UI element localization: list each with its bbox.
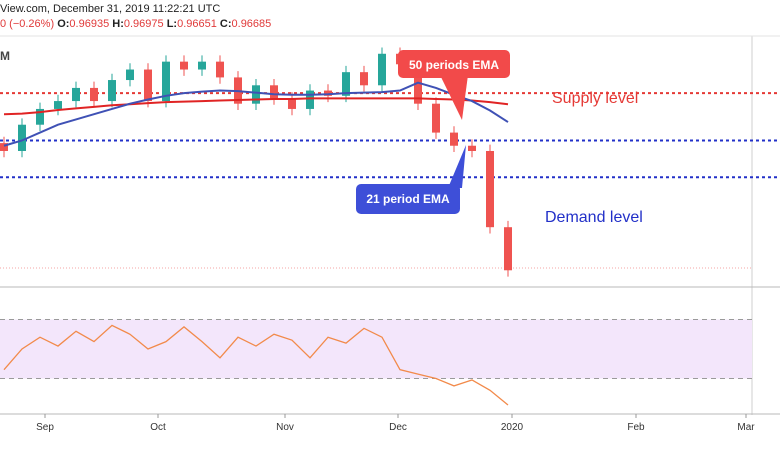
candle-body — [486, 150, 494, 228]
candle-body — [378, 53, 386, 86]
candle-body — [270, 85, 278, 99]
high-value: 0.96975 — [123, 18, 164, 30]
x-axis-label-dec: Dec — [389, 422, 407, 433]
candle-body — [90, 87, 98, 102]
ema21-callout-box — [356, 184, 460, 214]
timestamp: December 31, 2019 11:22:21 UTC — [53, 3, 221, 15]
x-axis-label-oct: Oct — [150, 422, 166, 433]
candle-body — [342, 72, 350, 96]
separator: , — [46, 3, 53, 15]
timeframe-label: M — [0, 49, 10, 63]
candle-body — [198, 61, 206, 70]
candle-body — [504, 227, 512, 271]
candle-body — [18, 124, 26, 151]
candle-body — [216, 61, 224, 78]
candle-body — [252, 85, 260, 104]
candle-body — [54, 101, 62, 109]
candle-body — [108, 80, 116, 102]
x-axis-label-2020: 2020 — [501, 422, 524, 433]
supply-level-label: Supply level — [552, 90, 638, 107]
ema21-callout-pointer — [448, 145, 466, 188]
open-value: 0.96935 — [69, 18, 110, 30]
ema-50-line — [3, 97, 509, 116]
ema50-callout-box — [398, 50, 510, 78]
candle-body — [432, 103, 440, 133]
candle-body — [450, 132, 458, 146]
demand-level-label: Demand level — [545, 209, 643, 226]
high-key: H: — [112, 18, 124, 30]
candle-body — [144, 69, 152, 102]
x-axis-label-nov: Nov — [276, 422, 294, 433]
candle-body — [324, 90, 332, 96]
close-value: 0.96685 — [231, 18, 272, 30]
candle-body — [288, 98, 296, 109]
x-axis-label-feb: Feb — [627, 422, 645, 433]
low-key: L: — [166, 18, 178, 30]
low-value: 0.96651 — [177, 18, 217, 30]
candle-body — [162, 61, 170, 102]
x-axis-label-sep: Sep — [36, 422, 54, 433]
open-key: O: — [57, 18, 70, 30]
candle-body — [360, 72, 368, 86]
close-key: C: — [219, 18, 232, 30]
header-line-1: View.com, December 31, 2019 11:22:21 UTC — [0, 3, 220, 15]
x-axis-label-mar: Mar — [737, 422, 755, 433]
ema50-callout-pointer — [440, 75, 468, 120]
change-value: 0 (−0.26%) — [0, 18, 55, 30]
candle-body — [468, 145, 476, 151]
source-label: View.com — [0, 3, 47, 15]
ema50-callout-label: 50 periods EMA — [409, 58, 499, 72]
candle-body — [180, 61, 188, 70]
rsi-line — [3, 324, 509, 406]
candle-body — [36, 108, 44, 125]
header-line-2: 0 (−0.26%) O:0.96935 H:0.96975 L:0.96651… — [0, 18, 271, 30]
ema-21-line — [3, 81, 509, 147]
candle-body — [414, 64, 422, 104]
candle-body — [72, 87, 80, 102]
rsi-band-fill — [0, 319, 752, 379]
ema21-callout-label: 21 period EMA — [366, 192, 450, 206]
candle-body — [126, 69, 134, 81]
candle-body — [0, 143, 8, 151]
candle-body — [306, 90, 314, 109]
